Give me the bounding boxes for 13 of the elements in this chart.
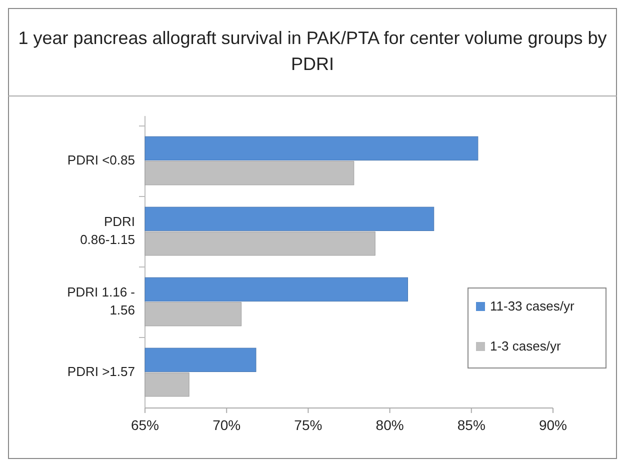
legend-label: 1-3 cases/yr <box>490 338 562 354</box>
x-tick-label: 80% <box>376 417 404 433</box>
y-tick-label: PDRI 1.16 - 1.56 <box>67 284 135 318</box>
y-tick-label: PDRI 0.86-1.15 <box>80 214 135 248</box>
chart-title: 1 year pancreas allograft survival in PAK/PTA for center volume groups by PDRI <box>18 28 607 74</box>
y-tick-label: PDRI <0.85 <box>67 152 135 168</box>
legend-label: 11-33 cases/yr <box>490 298 575 314</box>
x-tick-label: 85% <box>457 417 486 433</box>
x-tick-label: 90% <box>538 417 568 433</box>
x-tick-label: 70% <box>212 417 241 433</box>
x-tick-label: 65% <box>130 417 160 433</box>
y-tick-label: PDRI >1.57 <box>67 364 135 380</box>
x-tick-label: 75% <box>294 417 322 433</box>
